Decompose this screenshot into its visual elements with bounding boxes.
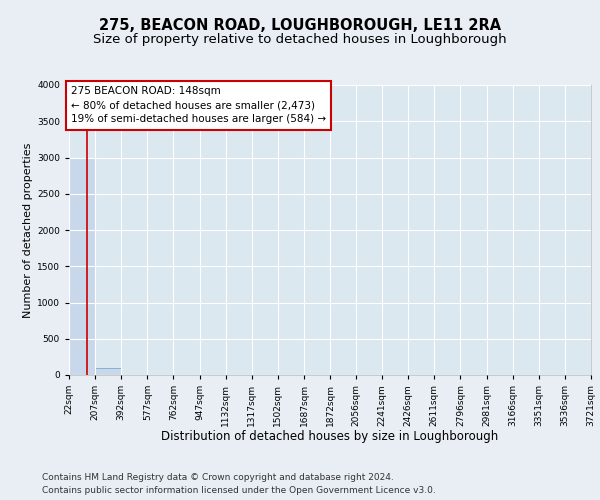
Bar — [69, 158, 95, 375]
Text: Size of property relative to detached houses in Loughborough: Size of property relative to detached ho… — [93, 32, 507, 46]
X-axis label: Distribution of detached houses by size in Loughborough: Distribution of detached houses by size … — [161, 430, 499, 444]
Text: Contains public sector information licensed under the Open Government Licence v3: Contains public sector information licen… — [42, 486, 436, 495]
Text: Contains HM Land Registry data © Crown copyright and database right 2024.: Contains HM Land Registry data © Crown c… — [42, 472, 394, 482]
Text: 275, BEACON ROAD, LOUGHBOROUGH, LE11 2RA: 275, BEACON ROAD, LOUGHBOROUGH, LE11 2RA — [99, 18, 501, 32]
Text: 275 BEACON ROAD: 148sqm
← 80% of detached houses are smaller (2,473)
19% of semi: 275 BEACON ROAD: 148sqm ← 80% of detache… — [71, 86, 326, 124]
Y-axis label: Number of detached properties: Number of detached properties — [23, 142, 33, 318]
Bar — [95, 368, 121, 375]
